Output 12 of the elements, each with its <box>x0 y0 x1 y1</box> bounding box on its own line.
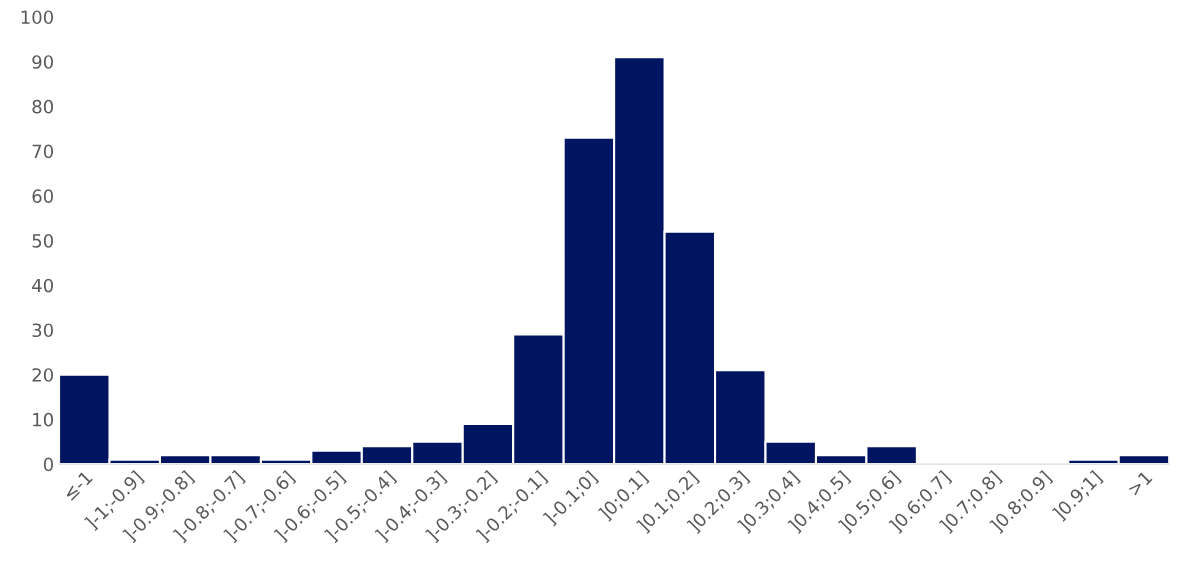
y-tick-label: 60 <box>32 189 53 203</box>
y-tick-label: 10 <box>33 412 53 427</box>
y-tick-label: 20 <box>32 368 53 382</box>
y-tick-label: 0 <box>43 457 53 472</box>
y-tick-label: 90 <box>32 55 53 69</box>
x-tick-label: >1 <box>1126 470 1153 497</box>
y-tick-label: 40 <box>32 278 53 293</box>
y-tick-label: 50 <box>32 234 53 248</box>
y-tick-label: 80 <box>32 99 53 114</box>
y-tick-label: 30 <box>32 323 53 338</box>
y-tick-label: 100 <box>21 10 53 25</box>
y-tick-label: 70 <box>32 144 53 159</box>
